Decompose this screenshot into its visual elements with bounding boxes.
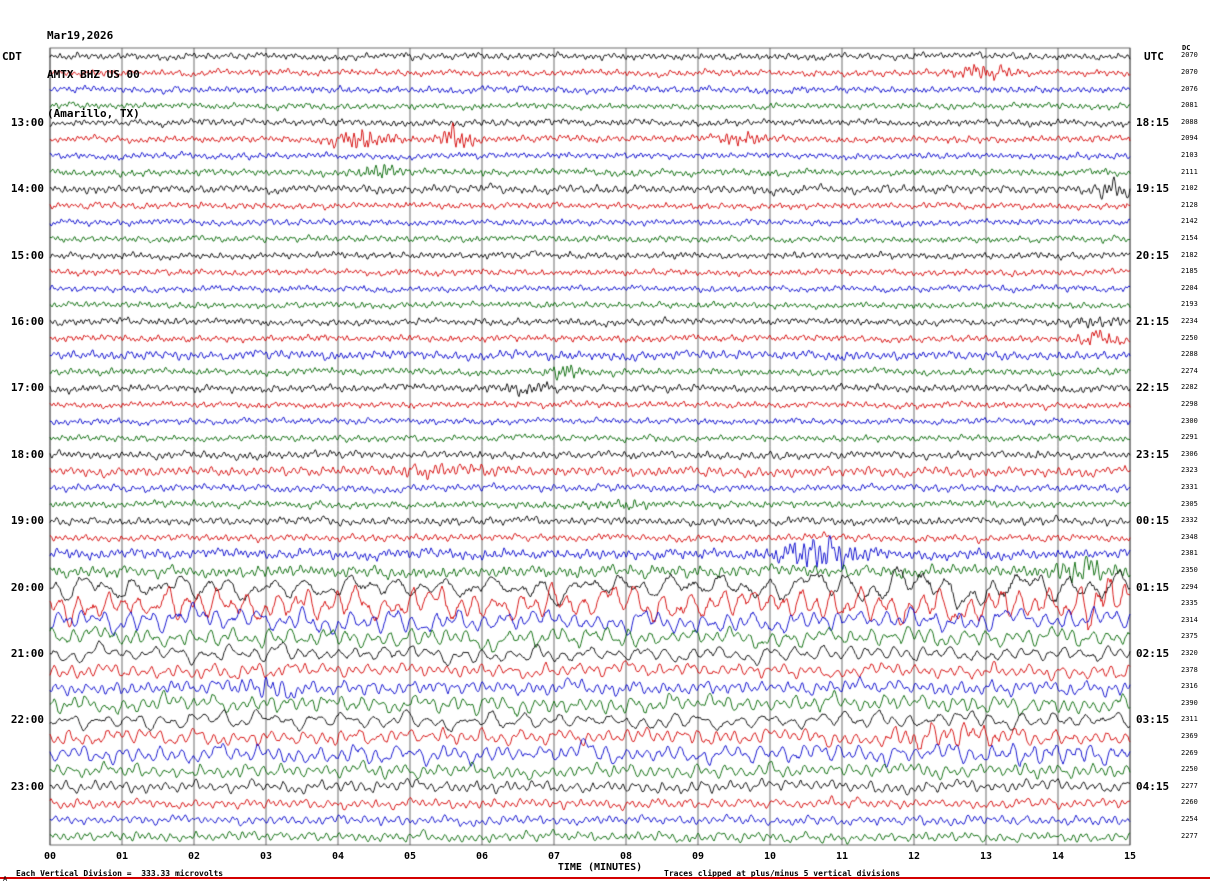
dc-offset-value: 2081 (1181, 101, 1198, 110)
x-axis-label: TIME (MINUTES) (557, 862, 643, 873)
dc-offset-value: 2102 (1181, 184, 1198, 193)
footer-red-line (0, 877, 1210, 879)
dc-offset-value: 2300 (1181, 416, 1198, 425)
dc-offset-value: 2193 (1181, 300, 1198, 309)
left-hour-label: 15:00 (10, 248, 44, 262)
x-tick-label: 13 (979, 851, 993, 862)
left-hour-label: 19:00 (10, 514, 44, 528)
title-location: (Amarillo, TX) (47, 107, 140, 120)
right-hour-label: 18:15 (1136, 115, 1170, 129)
left-hour-label: 17:00 (10, 381, 44, 395)
dc-offset-value: 2335 (1181, 599, 1198, 608)
dc-offset-value: 2369 (1181, 732, 1198, 741)
dc-offset-value: 2070 (1181, 51, 1198, 60)
x-tick-label: 12 (907, 851, 921, 862)
dc-offset-value: 2154 (1181, 233, 1198, 242)
footer-clip-note: Traces clipped at plus/minus 5 vertical … (664, 869, 901, 878)
dc-offset-value: 2277 (1181, 831, 1198, 840)
dc-offset-value: 2234 (1181, 316, 1198, 325)
right-hour-label: 00:15 (1136, 514, 1170, 528)
title-block: Mar19,2026 AMTX BHZ US 00 (Amarillo, TX) (47, 3, 140, 133)
dc-offset-value: 2298 (1181, 399, 1198, 408)
dc-offset-value: 2316 (1181, 682, 1198, 691)
left-hour-label: 22:00 (10, 713, 44, 727)
dc-offset-value: 2282 (1181, 383, 1198, 392)
dc-offset-value: 2103 (1181, 150, 1198, 159)
right-hour-label: 04:15 (1136, 779, 1170, 793)
x-tick-label: 04 (331, 851, 345, 862)
dc-offset-value: 2185 (1181, 267, 1198, 276)
dc-offset-value: 2348 (1181, 532, 1198, 541)
dc-offset-value: 2269 (1181, 748, 1198, 757)
dc-offset-value: 2375 (1181, 632, 1198, 641)
right-hour-label: 22:15 (1136, 381, 1170, 395)
dc-header: DC (1182, 44, 1191, 52)
dc-offset-value: 2331 (1181, 483, 1198, 491)
x-tick-label: 02 (187, 851, 201, 862)
dc-offset-value: 2277 (1181, 781, 1198, 790)
dc-offset-value: 2390 (1181, 698, 1198, 707)
dc-offset-value: 2311 (1181, 715, 1198, 724)
right-hour-label: 01:15 (1136, 580, 1170, 594)
dc-offset-value: 2305 (1181, 499, 1198, 508)
right-hour-label: 23:15 (1136, 447, 1170, 461)
right-timezone-header: UTC (1144, 50, 1164, 63)
dc-offset-value: 2320 (1181, 649, 1198, 658)
dc-offset-value: 2128 (1181, 200, 1198, 209)
dc-offset-value: 2350 (1181, 566, 1198, 575)
right-hour-label: 20:15 (1136, 248, 1170, 262)
dc-offset-value: 2323 (1181, 466, 1198, 475)
x-tick-label: 15 (1123, 851, 1137, 862)
x-tick-label: 03 (259, 851, 273, 862)
left-hour-label: 21:00 (10, 647, 44, 661)
dc-offset-value: 2250 (1181, 333, 1198, 342)
dc-offset-value: 2070 (1181, 67, 1198, 76)
title-date: Mar19,2026 (47, 29, 114, 42)
left-hour-label: 20:00 (10, 580, 44, 594)
dc-offset-value: 2332 (1181, 516, 1198, 525)
dc-offset-value: 2142 (1181, 217, 1198, 226)
x-tick-label: 00 (43, 851, 57, 862)
left-timezone-header: CDT (2, 50, 22, 63)
dc-offset-value: 2088 (1181, 117, 1198, 126)
dc-offset-value: 2204 (1181, 283, 1198, 292)
dc-offset-value: 2182 (1181, 250, 1198, 259)
dc-offset-value: 2111 (1181, 167, 1198, 176)
title-station: AMTX BHZ US 00 (47, 68, 140, 81)
left-hour-label: 13:00 (10, 115, 44, 129)
dc-offset-value: 2274 (1181, 366, 1198, 375)
dc-offset-value: 2260 (1181, 798, 1198, 807)
corner-mark: A (3, 875, 8, 883)
dc-offset-value: 2314 (1181, 615, 1198, 624)
x-tick-label: 01 (115, 851, 129, 862)
dc-offset-value: 2294 (1181, 582, 1198, 591)
x-tick-label: 06 (475, 851, 489, 862)
right-hour-label: 02:15 (1136, 647, 1170, 661)
dc-offset-value: 2254 (1181, 815, 1198, 824)
left-hour-label: 23:00 (10, 779, 44, 793)
x-tick-label: 07 (547, 851, 561, 862)
left-hour-label: 18:00 (10, 447, 44, 461)
x-tick-label: 10 (763, 851, 777, 862)
right-hour-label: 21:15 (1136, 314, 1170, 328)
dc-offset-value: 2381 (1181, 549, 1198, 558)
dc-offset-value: 2076 (1181, 84, 1198, 93)
x-tick-label: 09 (691, 851, 705, 862)
x-tick-label: 05 (403, 851, 417, 862)
x-tick-label: 14 (1051, 851, 1065, 862)
x-tick-label: 11 (835, 851, 849, 862)
left-hour-label: 16:00 (10, 314, 44, 328)
dc-offset-value: 2291 (1181, 433, 1198, 442)
dc-offset-value: 2306 (1181, 449, 1198, 458)
x-tick-label: 08 (619, 851, 633, 862)
dc-offset-value: 2378 (1181, 665, 1198, 674)
right-hour-label: 03:15 (1136, 713, 1170, 727)
dc-offset-value: 2094 (1181, 134, 1198, 143)
left-hour-label: 14:00 (10, 182, 44, 196)
dc-offset-value: 2288 (1181, 350, 1198, 359)
footer-scale-note: Each Vertical Division = 333.33 microvol… (16, 869, 224, 878)
right-hour-label: 19:15 (1136, 182, 1170, 196)
dc-offset-value: 2250 (1181, 765, 1198, 774)
